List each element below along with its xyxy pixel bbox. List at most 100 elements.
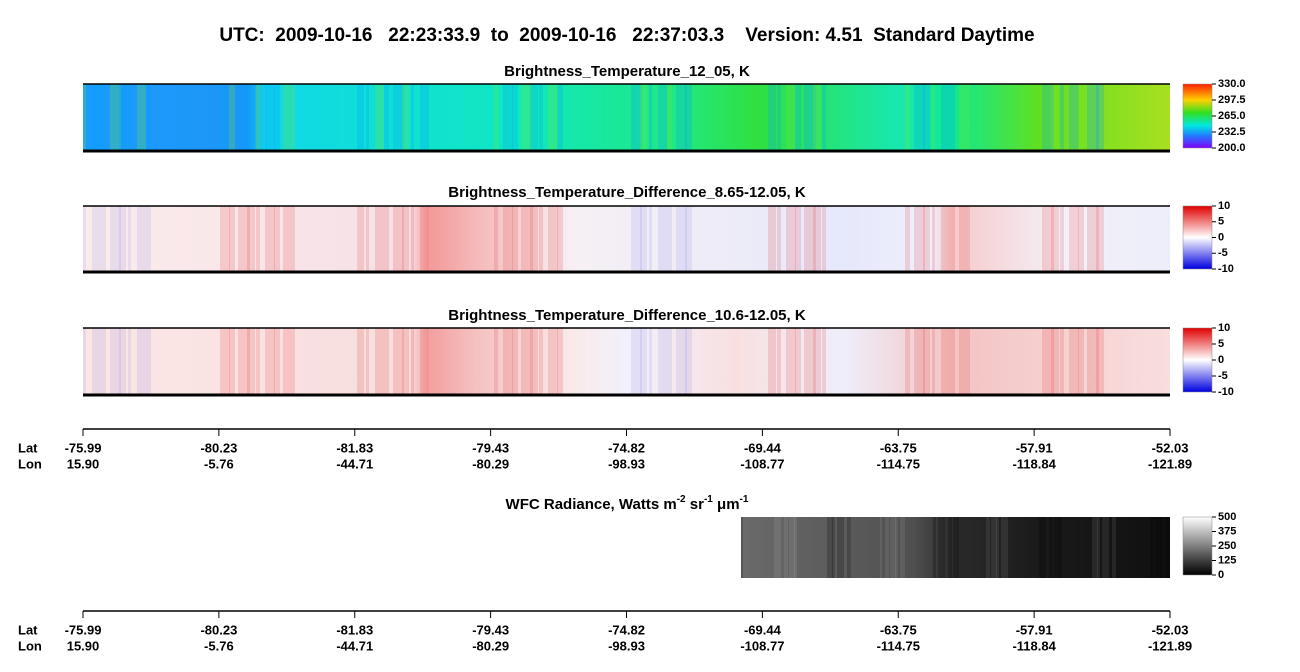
image-streak [411,84,414,151]
image-streak [676,84,687,151]
image-streak [366,206,369,272]
panel-image [83,328,1170,395]
image-streak [137,206,146,272]
image-streak [1087,206,1099,272]
image-streak [411,328,414,395]
image-streak [1060,206,1064,272]
image-streak [146,84,151,151]
image-streak [494,328,498,395]
image-streak [941,328,950,395]
image-streak [557,206,563,272]
title-part: μm [713,496,740,513]
image-streak [1049,517,1053,578]
image-streak [83,84,86,151]
image-streak [1060,84,1064,151]
lon-tick-label: -121.89 [1148,638,1192,653]
lat-tick-label: -74.82 [608,440,645,455]
image-streak [1096,328,1104,395]
image-streak [914,206,925,272]
image-streak [411,206,414,272]
image-streak [1069,328,1079,395]
image-streak [959,206,970,272]
image-streak [1150,517,1154,578]
image-streak [393,84,404,151]
image-streak [1059,517,1062,578]
image-streak [420,84,429,151]
image-streak [229,328,235,395]
image-streak [548,84,558,151]
image-streak [667,84,672,151]
image-streak [959,84,970,151]
image-streak [1155,517,1161,578]
lat-tick-label: -52.03 [1152,622,1189,637]
image-streak [128,328,131,395]
panel-title: Brightness_Temperature_Difference_8.65-1… [448,184,806,201]
lon-tick-label: -98.93 [608,456,645,471]
image-streak [900,517,905,578]
image-streak [548,206,558,272]
image-streak [905,206,910,272]
image-streak [777,84,781,151]
image-streak [530,84,538,151]
image-streak [1078,206,1084,272]
image-streak [905,328,910,395]
lon-tick-label: -118.84 [1012,638,1056,653]
lat-tick-label: -79.43 [472,622,509,637]
image-streak [238,328,250,395]
image-streak [274,328,280,395]
image-streak [530,328,538,395]
image-streak [786,328,796,395]
colorbar-label: 125 [1218,554,1236,566]
image-streak [842,517,844,578]
colorbar-label: 5 [1218,338,1224,350]
colorbar-label: 0 [1218,569,1224,581]
lon-tick-label: -108.77 [740,456,784,471]
page-title: UTC: 2009-10-16 22:23:33.9 to 2009-10-16… [219,25,1034,46]
image-streak [631,206,642,272]
image-streak [890,517,896,578]
lon-tick-label: 15.90 [67,638,100,653]
lat-tick-label: -57.91 [1016,622,1053,637]
image-streak [986,517,990,578]
image-streak [631,328,642,395]
colorbar-label: 10 [1218,200,1230,212]
image-streak [402,84,409,151]
image-streak [804,84,816,151]
image-streak [1087,328,1099,395]
lat-tick-label: -80.23 [200,622,237,637]
image-streak [914,328,925,395]
image-streak [996,517,999,578]
lon-label: Lon [18,638,42,653]
image-streak [393,328,404,395]
image-streak [658,328,667,395]
image-streak [137,328,146,395]
image-streak [1044,517,1046,578]
colorbar-label: 265.0 [1218,110,1246,122]
colorbar-label: 297.5 [1218,94,1246,106]
image-streak [1107,517,1109,578]
image-streak [923,328,930,395]
image-streak [366,84,369,151]
colorbar-label: 5 [1218,216,1224,228]
image-streak [768,206,776,272]
image-streak [649,328,652,395]
image-streak [83,206,86,272]
image-streak [137,84,146,151]
image-streak [521,328,533,395]
image-streak [420,206,429,272]
image-streak [948,517,952,578]
image-streak [119,84,126,151]
image-streak [128,84,131,151]
image-streak [1069,206,1079,272]
image-streak [1112,517,1116,578]
image-streak [914,84,925,151]
image-streak [1001,517,1006,578]
image-streak [393,206,404,272]
image-streak [283,206,295,272]
image-streak [503,328,513,395]
image-streak [283,328,295,395]
image-streak [685,84,692,151]
image-streak [1160,517,1163,578]
image-streak [357,328,364,395]
image-streak [92,84,101,151]
